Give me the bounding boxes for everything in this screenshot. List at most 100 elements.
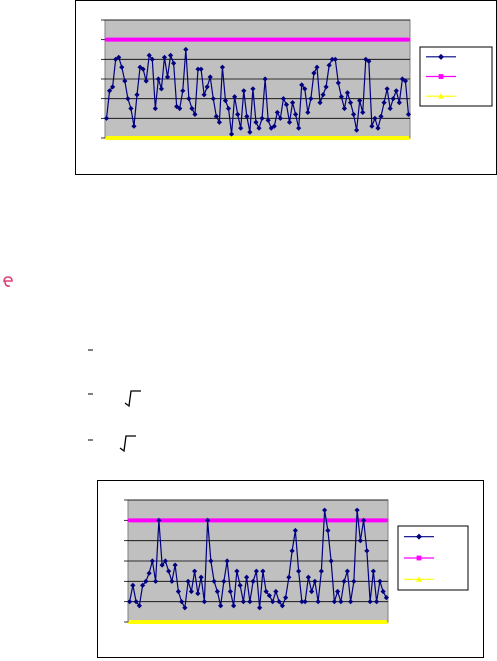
- data-point: [329, 518, 333, 523]
- data-point: [245, 37, 249, 42]
- legend-marker: [438, 93, 444, 99]
- data-point: [189, 135, 195, 140]
- data-point: [168, 37, 173, 42]
- data-point: [342, 37, 347, 42]
- data-point: [159, 37, 164, 42]
- data-point: [159, 135, 164, 140]
- data-point: [166, 619, 171, 624]
- data-point: [390, 96, 396, 102]
- data-point: [218, 619, 223, 624]
- data-point: [186, 135, 192, 140]
- data-point: [256, 125, 262, 131]
- data-point: [368, 518, 372, 523]
- data-point: [314, 135, 320, 140]
- data-point: [365, 518, 369, 523]
- data-point: [354, 127, 360, 133]
- data-point: [331, 599, 337, 605]
- data-point: [140, 619, 145, 624]
- data-point: [293, 518, 298, 523]
- data-point: [222, 98, 229, 104]
- data-point: [182, 619, 188, 624]
- data-point: [345, 619, 350, 624]
- data-point: [280, 518, 285, 523]
- data-point: [165, 135, 170, 140]
- data-point: [357, 538, 363, 544]
- data-point: [156, 37, 161, 42]
- data-point: [373, 37, 377, 42]
- data-point: [192, 518, 197, 523]
- data-point: [344, 90, 351, 96]
- data-point: [261, 518, 265, 523]
- data-point: [153, 518, 158, 523]
- data-point: [321, 37, 325, 42]
- icon: [3, 276, 13, 287]
- data-point: [379, 37, 383, 42]
- data-point: [371, 518, 376, 523]
- data-point: [214, 588, 220, 595]
- data-point: [283, 101, 290, 108]
- data-point: [309, 518, 314, 523]
- data-point: [168, 135, 173, 140]
- data-point: [232, 135, 237, 140]
- data-point: [183, 46, 189, 53]
- data-point: [146, 52, 152, 58]
- data-point: [305, 574, 311, 580]
- data-point: [199, 518, 203, 523]
- data-point: [385, 37, 389, 42]
- data-point: [326, 518, 330, 523]
- data-point: [328, 619, 334, 624]
- data-point: [370, 37, 374, 42]
- data-point: [137, 518, 142, 523]
- data-point: [143, 619, 149, 624]
- data-point: [322, 507, 328, 513]
- data-point: [342, 518, 346, 523]
- data-point: [306, 518, 311, 523]
- data-point: [196, 37, 200, 42]
- data-point: [146, 570, 152, 576]
- data-point: [133, 619, 139, 624]
- data-point: [381, 518, 385, 523]
- data-point: [339, 518, 343, 523]
- data-point: [366, 58, 372, 64]
- data-point: [293, 111, 299, 117]
- data-point: [350, 111, 357, 117]
- data-point: [208, 37, 212, 42]
- data-point: [254, 619, 259, 624]
- data-point: [251, 518, 255, 523]
- data-point: [244, 518, 249, 523]
- data-point: [189, 619, 194, 624]
- data-point: [106, 88, 113, 94]
- data-point: [299, 135, 304, 140]
- data-point: [269, 135, 274, 140]
- data-point: [192, 135, 198, 140]
- data-point: [110, 37, 115, 42]
- data-point: [251, 37, 255, 42]
- data-point: [227, 588, 233, 595]
- data-point: [306, 619, 311, 624]
- data-point: [402, 78, 409, 84]
- data-point: [205, 517, 211, 523]
- data-point: [186, 518, 190, 523]
- data-point: [208, 135, 213, 140]
- data-point: [388, 37, 392, 42]
- data-point: [238, 37, 243, 42]
- data-point: [140, 66, 146, 72]
- data-point: [354, 507, 360, 513]
- data-point: [120, 37, 124, 42]
- data-point: [150, 135, 155, 140]
- data-point: [338, 619, 344, 624]
- data-point: [247, 129, 253, 135]
- data-point: [220, 37, 225, 42]
- data-point: [238, 125, 244, 131]
- data-point: [406, 135, 411, 140]
- data-point: [322, 619, 327, 624]
- data-point: [183, 518, 187, 523]
- data-point: [193, 37, 197, 42]
- data-point: [156, 135, 161, 140]
- data-point: [326, 135, 332, 140]
- data-point: [173, 518, 177, 523]
- data-point: [329, 56, 335, 62]
- data-point: [394, 37, 399, 42]
- data-point: [147, 518, 151, 523]
